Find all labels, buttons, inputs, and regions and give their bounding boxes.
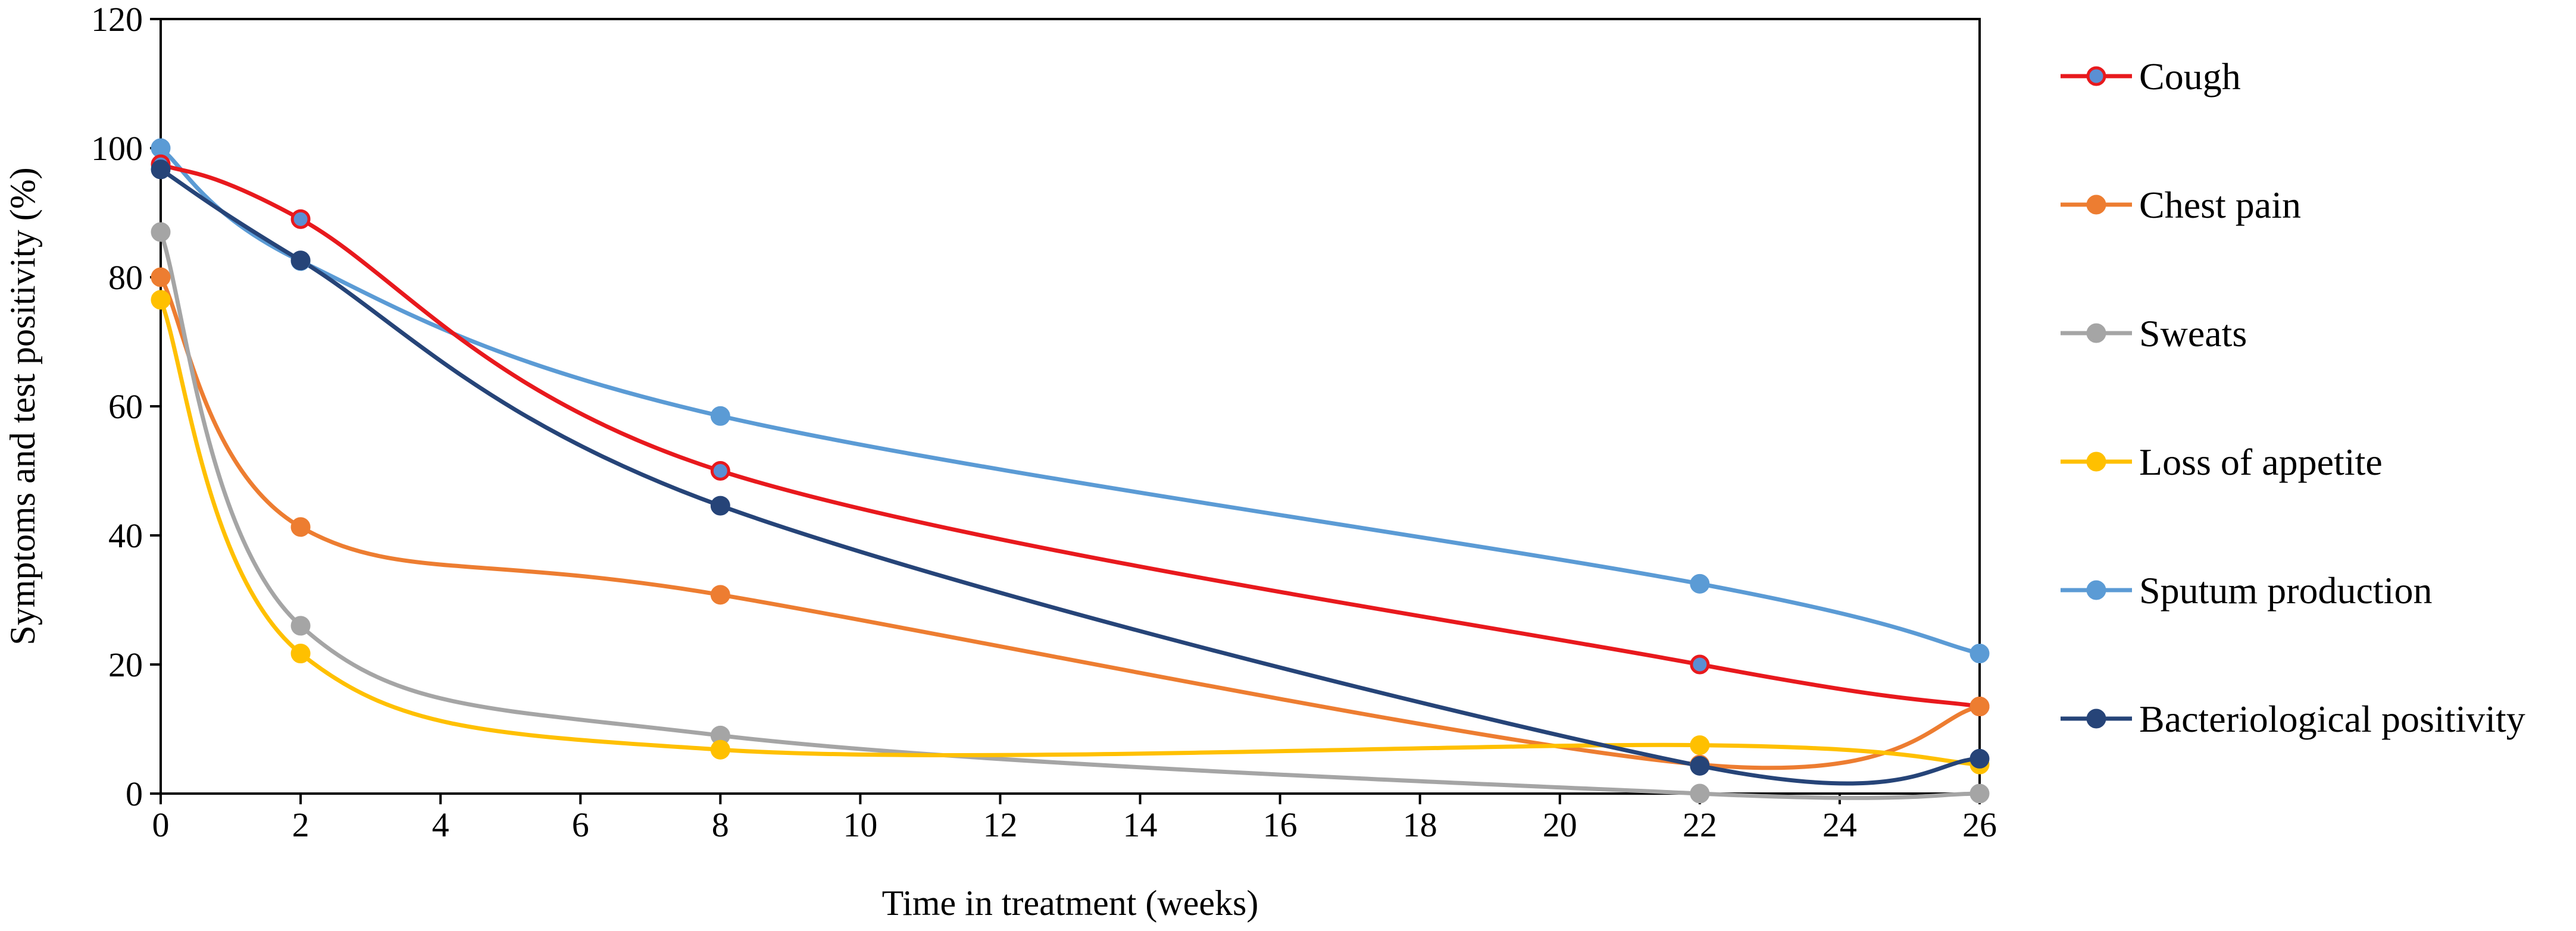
data-point-loss-of-appetite xyxy=(290,644,311,664)
series-line-cough xyxy=(160,162,1980,709)
legend: Cough Chest pain Sweats Loss of appetite Spu… xyxy=(2061,55,2525,740)
data-point-sputum-production xyxy=(710,406,730,426)
legend-marker-loss-of-appetite xyxy=(2086,452,2106,472)
series-line-sweats xyxy=(158,231,1980,800)
legend-marker-chest-pain xyxy=(2086,195,2106,215)
x-tick-label: 6 xyxy=(572,805,589,844)
legend-marker-sputum-production xyxy=(2086,580,2106,600)
data-point-sweats xyxy=(290,616,311,636)
data-point-bacteriological-positivity xyxy=(151,159,171,180)
legend-marker-bacteriological-positivity xyxy=(2086,709,2106,729)
x-tick-label: 26 xyxy=(1962,805,1997,844)
data-point-sweats xyxy=(151,222,171,242)
x-tick-label: 20 xyxy=(1543,805,1577,844)
legend-label-loss-of-appetite: Loss of appetite xyxy=(2139,441,2383,483)
x-tick-label: 24 xyxy=(1822,805,1857,844)
x-tick-label: 0 xyxy=(152,805,170,844)
plot-area xyxy=(160,18,1981,795)
data-point-chest-pain xyxy=(290,517,311,537)
data-point-sputum-production xyxy=(1690,573,1710,594)
x-tick-label: 2 xyxy=(292,805,310,844)
data-point-bacteriological-positivity xyxy=(710,496,730,516)
x-axis-ticks: 0 2 4 6 8 10 12 14 16 18 20 22 24 26 xyxy=(152,794,1997,844)
y-tick-label: 0 xyxy=(126,775,143,813)
y-tick-label: 40 xyxy=(108,516,143,555)
data-point-sputum-production xyxy=(1969,644,1990,664)
y-tick-label: 120 xyxy=(91,0,143,39)
data-point-sputum-production xyxy=(151,138,171,158)
data-point-sweats xyxy=(1690,783,1710,804)
x-tick-label: 4 xyxy=(432,805,449,844)
data-point-chest-pain xyxy=(710,585,730,605)
series-line-bacteriological-positivity xyxy=(160,167,1980,786)
y-axis-label: Symptoms and test positivity (%) xyxy=(3,167,42,645)
legend-label-bacteriological-positivity: Bacteriological positivity xyxy=(2139,698,2525,740)
legend-label-sputum-production: Sputum production xyxy=(2139,569,2432,612)
data-point-loss-of-appetite xyxy=(1690,735,1710,756)
y-tick-label: 80 xyxy=(108,258,143,297)
data-point-bacteriological-positivity xyxy=(1969,748,1990,769)
x-tick-label: 18 xyxy=(1403,805,1437,844)
data-point-sweats xyxy=(1969,783,1990,804)
series-line-loss-of-appetite xyxy=(158,299,1980,767)
x-axis-label: Time in treatment (weeks) xyxy=(882,883,1259,923)
data-point-cough xyxy=(710,461,730,481)
data-point-loss-of-appetite xyxy=(710,739,730,760)
legend-marker-cough xyxy=(2086,66,2106,86)
data-point-bacteriological-positivity xyxy=(1690,756,1710,776)
legend-label-chest-pain: Chest pain xyxy=(2139,184,2301,226)
plot-frame xyxy=(160,18,1981,795)
y-tick-label: 60 xyxy=(108,387,143,426)
x-tick-label: 16 xyxy=(1263,805,1298,844)
y-axis-ticks: 0 20 40 60 80 100 120 xyxy=(91,0,161,813)
data-point-chest-pain xyxy=(151,267,171,287)
x-tick-label: 8 xyxy=(712,805,729,844)
x-tick-label: 12 xyxy=(983,805,1017,844)
series-markers xyxy=(151,138,1990,804)
legend-label-cough: Cough xyxy=(2139,55,2241,98)
data-point-loss-of-appetite xyxy=(151,290,171,310)
legend-marker-sweats xyxy=(2086,323,2106,343)
series-lines xyxy=(158,146,1980,800)
legend-label-sweats: Sweats xyxy=(2139,312,2247,355)
series-line-chest-pain xyxy=(158,276,1980,770)
x-tick-label: 10 xyxy=(843,805,877,844)
data-point-chest-pain xyxy=(1969,697,1990,717)
data-point-cough xyxy=(290,209,311,229)
y-tick-label: 100 xyxy=(91,129,143,168)
x-tick-label: 14 xyxy=(1123,805,1158,844)
data-point-bacteriological-positivity xyxy=(290,250,311,271)
y-tick-label: 20 xyxy=(108,645,143,684)
x-tick-label: 22 xyxy=(1683,805,1717,844)
data-point-cough xyxy=(1690,654,1710,675)
